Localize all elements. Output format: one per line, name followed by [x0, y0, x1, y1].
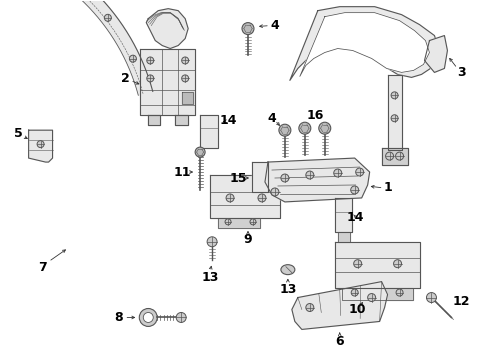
Polygon shape: [341, 288, 412, 300]
Circle shape: [305, 303, 313, 311]
Polygon shape: [289, 7, 439, 80]
Text: 4: 4: [270, 19, 279, 32]
Circle shape: [426, 293, 436, 302]
Circle shape: [182, 75, 188, 82]
Circle shape: [139, 309, 157, 327]
Circle shape: [367, 293, 375, 302]
Circle shape: [242, 23, 253, 35]
Circle shape: [318, 122, 330, 134]
Text: 7: 7: [38, 261, 47, 274]
Polygon shape: [0, 0, 152, 95]
Circle shape: [333, 169, 341, 177]
Polygon shape: [337, 232, 349, 242]
Text: 16: 16: [305, 109, 323, 122]
Text: 10: 10: [348, 303, 366, 316]
Text: 8: 8: [114, 311, 122, 324]
Text: 14: 14: [219, 114, 236, 127]
Circle shape: [146, 57, 153, 64]
Circle shape: [350, 289, 357, 296]
Circle shape: [385, 152, 393, 160]
Ellipse shape: [280, 265, 294, 275]
Circle shape: [176, 312, 186, 323]
Polygon shape: [334, 242, 419, 288]
Polygon shape: [291, 282, 387, 329]
Circle shape: [270, 188, 278, 196]
Circle shape: [305, 171, 313, 179]
Text: 15: 15: [229, 171, 246, 185]
Polygon shape: [251, 162, 267, 192]
Circle shape: [355, 168, 363, 176]
Circle shape: [249, 219, 255, 225]
Text: 5: 5: [14, 127, 23, 140]
Polygon shape: [299, 13, 428, 76]
Polygon shape: [200, 115, 218, 148]
Polygon shape: [334, 198, 351, 232]
Text: 13: 13: [201, 271, 218, 284]
Text: 1: 1: [383, 181, 391, 194]
Circle shape: [393, 260, 401, 268]
Text: 9: 9: [243, 233, 252, 246]
Polygon shape: [146, 9, 188, 49]
Circle shape: [258, 194, 265, 202]
Polygon shape: [387, 75, 401, 150]
Circle shape: [129, 55, 136, 62]
Circle shape: [224, 219, 230, 225]
Circle shape: [146, 75, 153, 82]
Circle shape: [298, 122, 310, 134]
Circle shape: [390, 115, 397, 122]
Polygon shape: [148, 115, 160, 125]
Polygon shape: [424, 36, 447, 72]
Circle shape: [225, 194, 234, 202]
Polygon shape: [381, 148, 407, 165]
Circle shape: [104, 14, 111, 21]
Circle shape: [395, 152, 403, 160]
Circle shape: [182, 57, 188, 64]
Text: 6: 6: [335, 335, 344, 348]
Text: 13: 13: [279, 283, 296, 296]
Text: 14: 14: [346, 211, 364, 224]
Text: 2: 2: [121, 72, 129, 85]
Circle shape: [390, 92, 397, 99]
Circle shape: [207, 237, 217, 247]
Circle shape: [353, 260, 361, 268]
Text: 11: 11: [173, 166, 190, 179]
Polygon shape: [218, 218, 260, 228]
Text: 12: 12: [452, 295, 469, 308]
Polygon shape: [264, 158, 369, 202]
Polygon shape: [140, 49, 195, 115]
Circle shape: [350, 186, 358, 194]
Circle shape: [143, 312, 153, 323]
Polygon shape: [29, 130, 52, 162]
Circle shape: [395, 289, 402, 296]
Circle shape: [280, 174, 288, 182]
Polygon shape: [210, 175, 279, 218]
Polygon shape: [182, 92, 193, 104]
Circle shape: [195, 147, 204, 157]
Polygon shape: [175, 115, 188, 125]
Text: 4: 4: [267, 112, 276, 125]
Circle shape: [278, 124, 290, 136]
Text: 3: 3: [456, 66, 465, 79]
Circle shape: [37, 141, 44, 148]
